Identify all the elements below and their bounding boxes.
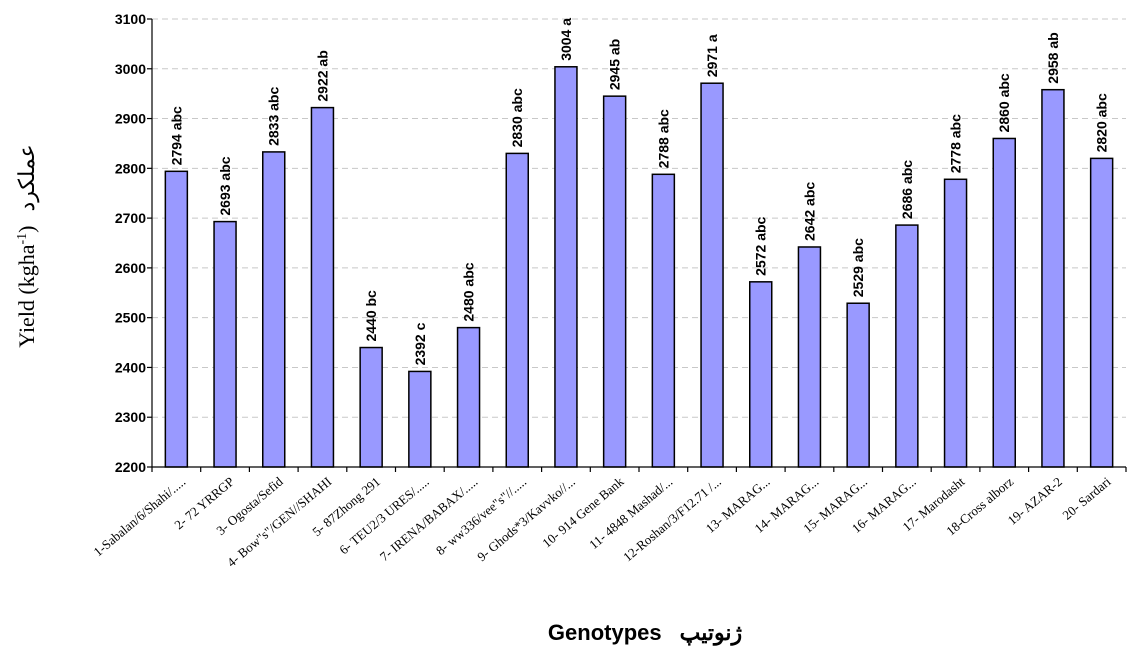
x-axis-title: Genotypes ژنوتیپ <box>548 620 743 647</box>
data-label: 2480 abc <box>461 262 477 321</box>
bars <box>164 66 1114 468</box>
bar <box>895 224 919 468</box>
gridlines <box>152 18 1126 418</box>
y-tick-label: 2900 <box>115 111 146 127</box>
bar <box>797 246 822 468</box>
data-label: 2860 abc <box>996 73 1012 132</box>
data-labels: 2794 abc 2693 abc 2833 abc 2922 ab 2440 bc 23… <box>168 18 1109 366</box>
bar <box>359 346 383 468</box>
y-tick-label: 2500 <box>115 310 146 326</box>
bar <box>1041 88 1065 468</box>
data-label: 2642 abc <box>801 182 817 241</box>
data-label: 2833 abc <box>266 87 282 146</box>
x-category-label: 19- AZAR-2 <box>1005 474 1065 528</box>
y-axis-title: Yield (kgha-1)عملکرد <box>14 144 40 347</box>
axes <box>147 18 1127 472</box>
bar <box>310 106 335 468</box>
data-label: 2572 abc <box>753 216 769 275</box>
data-label: 2686 abc <box>899 160 915 219</box>
y-tick-label: 2400 <box>115 359 146 375</box>
data-label: 2794 abc <box>168 106 184 165</box>
x-category-label: 10- 914 Gene Bank <box>539 473 627 550</box>
data-label: 2788 abc <box>655 109 671 168</box>
data-label: 2971 a <box>704 34 720 77</box>
bar <box>1089 157 1114 468</box>
bar <box>262 151 286 468</box>
x-category-label: 11- 4848 Mashad/... <box>586 474 675 552</box>
bar <box>408 370 432 468</box>
y-tick-label: 2700 <box>115 210 146 226</box>
data-label: 3004 a <box>558 18 574 61</box>
data-label: 2820 abc <box>1094 93 1110 152</box>
data-label: 2693 abc <box>217 156 233 215</box>
y-tick-label: 3100 <box>115 11 146 27</box>
y-tick-label: 3000 <box>115 61 146 77</box>
x-category-label: 20- Sardari <box>1059 474 1113 523</box>
data-label: 2958 ab <box>1045 32 1061 83</box>
y-tick-label: 2800 <box>115 160 146 176</box>
y-tick-labels: 2200 2300 2400 2500 2600 2700 2800 2900 3000 3100 <box>115 11 146 475</box>
x-category-label: 8- ww336/vee"s"//..... <box>433 474 529 558</box>
bar <box>554 66 578 468</box>
x-category-label: 6- TEU2/3 URES/..... <box>336 474 431 558</box>
bar <box>992 137 1016 468</box>
bar <box>700 82 724 468</box>
bar <box>749 281 773 468</box>
bar <box>213 220 237 468</box>
x-category-label: 1-Sabalan/6/Shahi/..... <box>90 474 188 560</box>
data-label: 2392 c <box>412 322 428 365</box>
bar <box>651 173 676 468</box>
data-label: 2945 ab <box>607 39 623 90</box>
bar <box>456 326 481 468</box>
data-label: 2529 abc <box>850 238 866 297</box>
data-label: 2778 abc <box>948 114 964 173</box>
y-tick-label: 2600 <box>115 260 146 276</box>
bar <box>846 302 870 468</box>
bar <box>943 178 968 468</box>
bar <box>164 170 189 468</box>
data-label: 2922 ab <box>314 50 330 101</box>
bar <box>505 152 529 468</box>
y-tick-label: 2200 <box>115 459 146 475</box>
bar <box>602 95 627 468</box>
data-label: 2440 bc <box>363 290 379 342</box>
y-tick-label: 2300 <box>115 409 146 425</box>
data-label: 2830 abc <box>509 88 525 147</box>
